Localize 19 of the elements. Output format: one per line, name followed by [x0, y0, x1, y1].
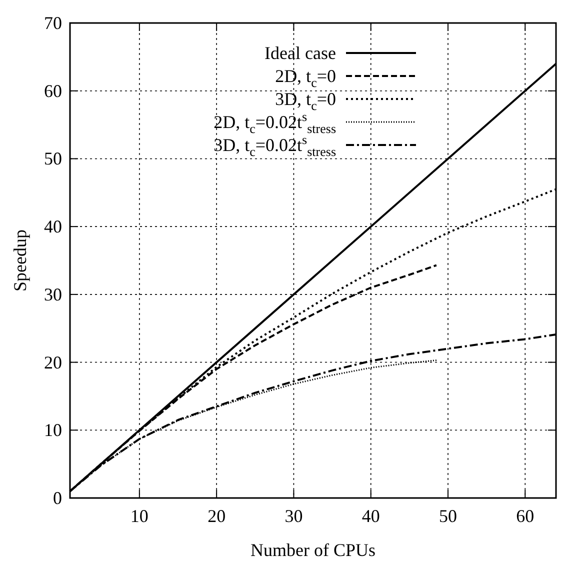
- y-tick-label: 40: [44, 216, 62, 237]
- x-tick-label: 60: [516, 506, 534, 526]
- legend-label: 2D, t$_{c}$=0: [275, 66, 336, 90]
- x-tick-label: 40: [362, 506, 380, 526]
- y-tick-label: 0: [53, 488, 62, 508]
- x-tick-label: 30: [284, 506, 303, 526]
- y-tick-label: 20: [44, 352, 62, 372]
- legend-label: 3D, t$_{c}$=0: [275, 89, 336, 113]
- legend-label: Ideal case: [264, 43, 336, 63]
- y-tick-label: 70: [44, 13, 62, 33]
- x-tick-label: 10: [130, 506, 148, 526]
- x-tick-label: 50: [439, 506, 457, 526]
- y-tick-label: 10: [44, 420, 62, 440]
- y-tick-label: 30: [44, 284, 62, 304]
- y-tick-label: 60: [44, 80, 62, 101]
- y-axis-title: Speedup: [10, 230, 30, 292]
- y-tick-label: 50: [44, 148, 62, 169]
- x-tick-label: 20: [208, 506, 226, 526]
- x-axis-title: Number of CPUs: [250, 540, 376, 560]
